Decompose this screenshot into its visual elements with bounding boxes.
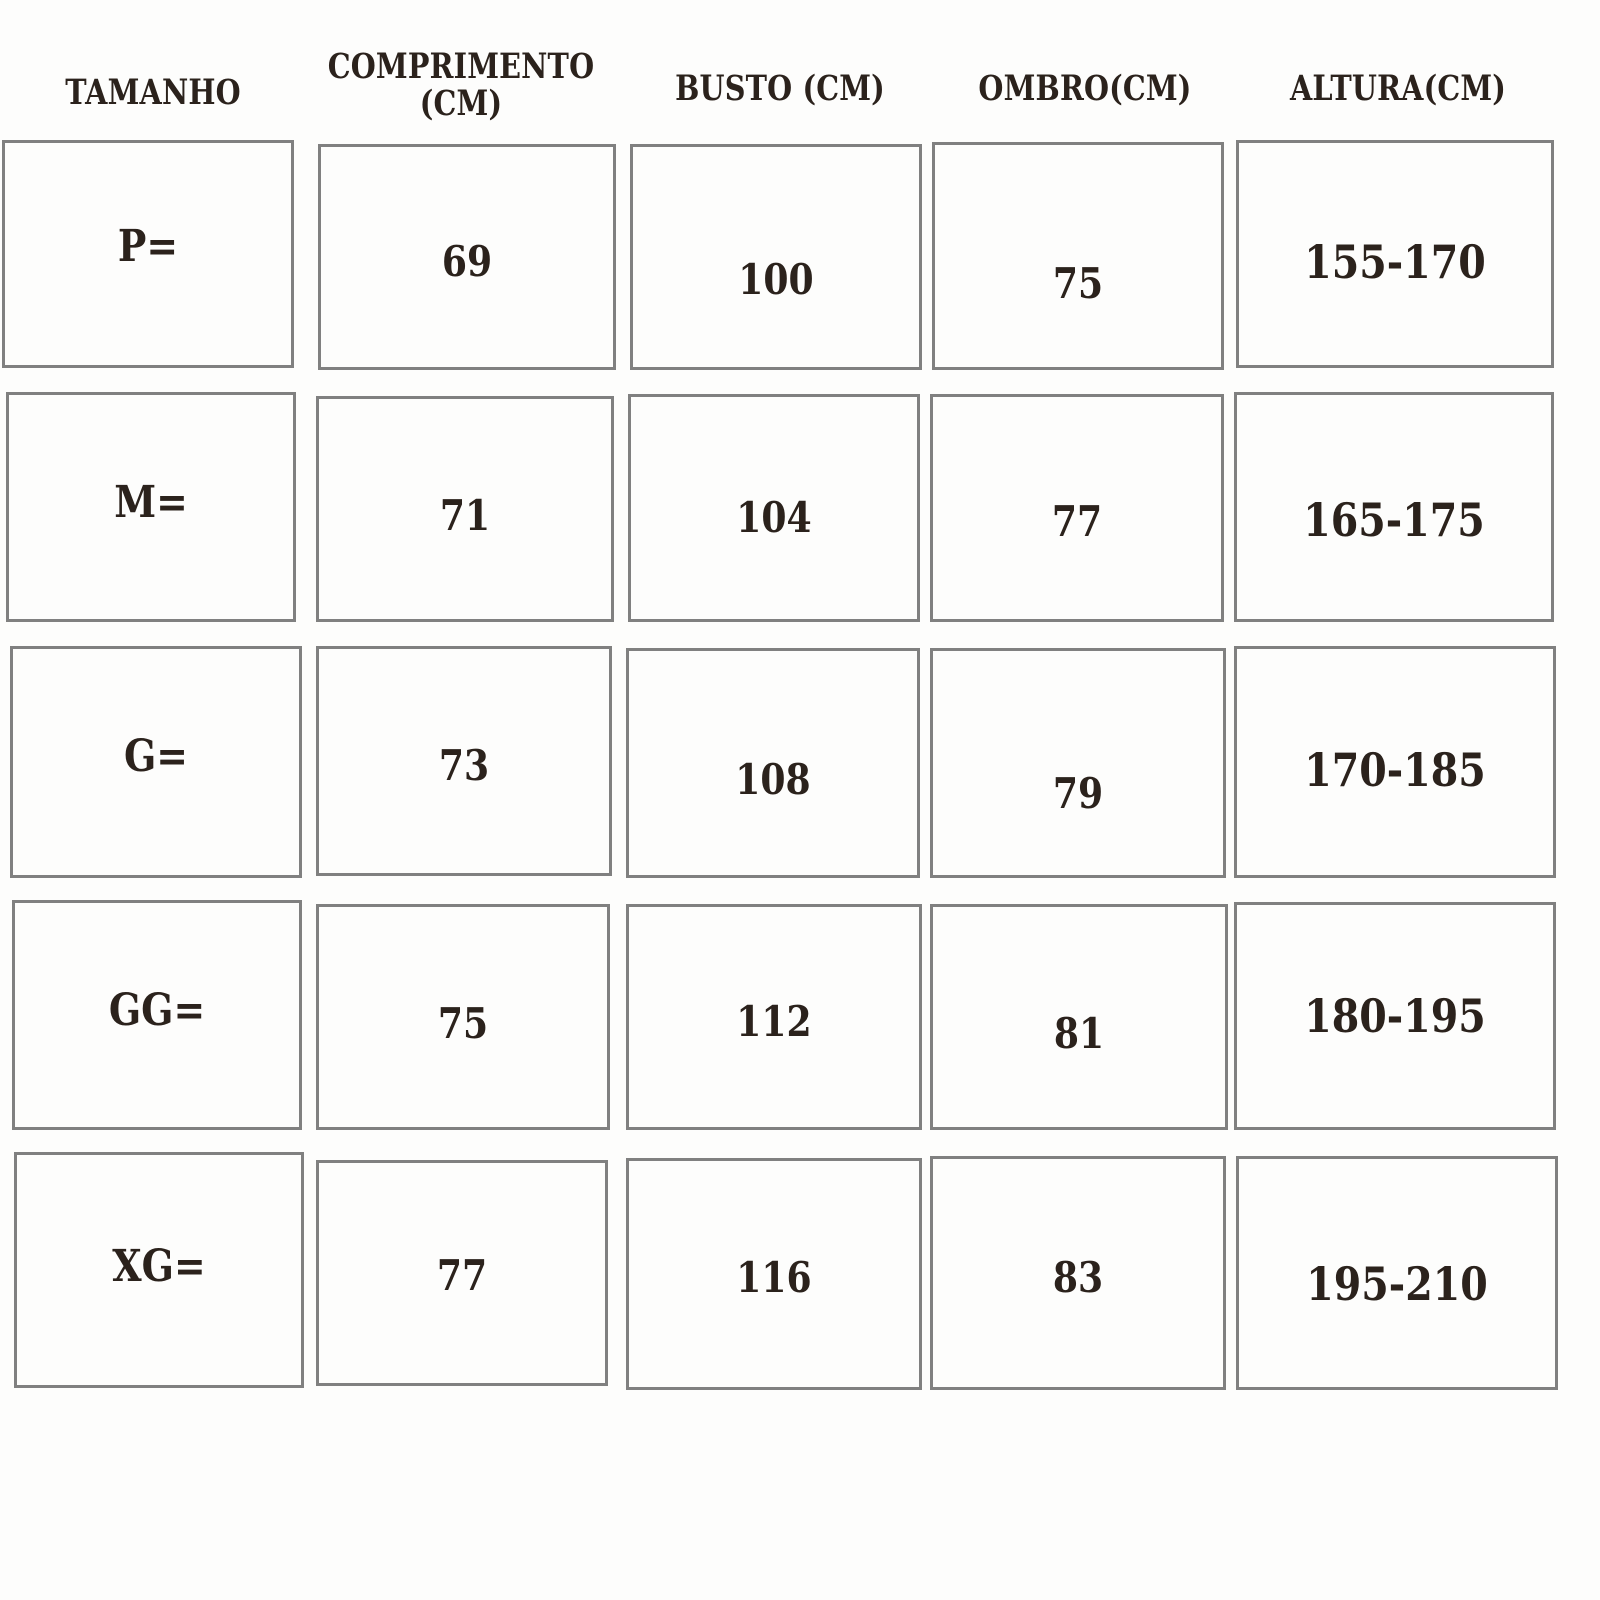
cell-value: 195-210: [1306, 1257, 1488, 1311]
cell-value: 79: [1052, 769, 1104, 818]
cell-value: 112: [736, 997, 812, 1046]
cell-value: 71: [439, 491, 491, 540]
table-cell-ombro: 75: [932, 142, 1224, 370]
table-cell-altura: 195-210: [1236, 1156, 1558, 1390]
column-header-ombro: OMBRO(CM): [978, 68, 1192, 109]
cell-value: 75: [437, 999, 489, 1048]
table-cell-busto: 104: [628, 394, 920, 622]
table-cell-ombro: 83: [930, 1156, 1226, 1390]
table-cell-comprimento: 71: [316, 396, 614, 622]
table-cell-comprimento: 69: [318, 144, 616, 370]
cell-value: 83: [1052, 1253, 1104, 1302]
table-cell-tamanho: XG=: [14, 1152, 304, 1388]
table-cell-altura: 155-170: [1236, 140, 1554, 368]
table-cell-tamanho: M=: [6, 392, 296, 622]
table-cell-altura: 165-175: [1234, 392, 1554, 622]
cell-value: 116: [736, 1253, 812, 1302]
cell-value: 69: [441, 237, 493, 286]
cell-value: P=: [117, 221, 179, 272]
column-header-tamanho: TAMANHO: [65, 72, 241, 113]
cell-value: G=: [123, 731, 189, 782]
column-header-comprimento: COMPRIMENTO (CM): [327, 46, 595, 125]
cell-value: XG=: [112, 1241, 206, 1292]
table-cell-busto: 116: [626, 1158, 922, 1390]
table-cell-tamanho: P=: [2, 140, 294, 368]
cell-value: 180-195: [1304, 989, 1486, 1043]
cell-value: 170-185: [1304, 743, 1486, 797]
cell-value: GG=: [108, 985, 206, 1036]
table-cell-comprimento: 73: [316, 646, 612, 876]
table-cell-busto: 100: [630, 144, 922, 370]
table-cell-comprimento: 75: [316, 904, 610, 1130]
table-cell-altura: 170-185: [1234, 646, 1556, 878]
table-cell-ombro: 77: [930, 394, 1224, 622]
table-cell-comprimento: 77: [316, 1160, 608, 1386]
table-cell-busto: 108: [626, 648, 920, 878]
cell-value: 104: [736, 493, 812, 542]
cell-value: 165-175: [1303, 493, 1485, 547]
table-cell-ombro: 81: [930, 904, 1228, 1130]
cell-value: 81: [1053, 1009, 1105, 1058]
cell-value: 155-170: [1304, 235, 1486, 289]
cell-value: 77: [436, 1251, 488, 1300]
table-cell-tamanho: GG=: [12, 900, 302, 1130]
column-header-altura: ALTURA(CM): [1289, 68, 1507, 109]
cell-value: 108: [735, 755, 811, 804]
cell-value: M=: [114, 477, 188, 528]
table-cell-tamanho: G=: [10, 646, 302, 878]
cell-value: 100: [738, 255, 814, 304]
cell-value: 75: [1052, 259, 1104, 308]
table-cell-busto: 112: [626, 904, 922, 1130]
table-cell-altura: 180-195: [1234, 902, 1556, 1130]
cell-value: 77: [1051, 497, 1103, 546]
cell-value: 73: [438, 741, 490, 790]
table-cell-ombro: 79: [930, 648, 1226, 878]
column-header-busto: BUSTO (CM): [675, 68, 885, 109]
